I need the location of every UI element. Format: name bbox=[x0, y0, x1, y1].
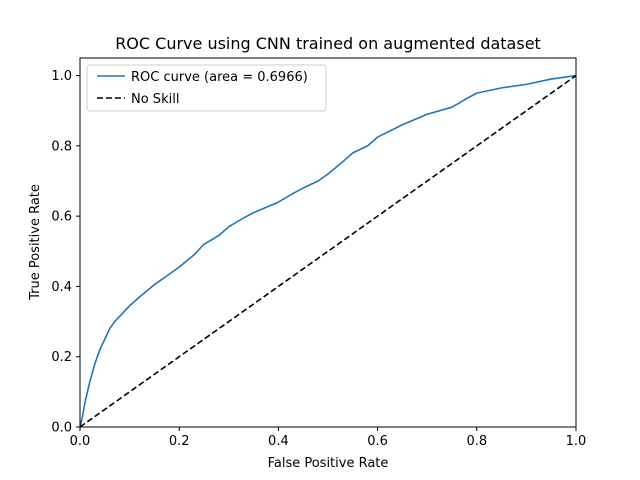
axis-ticks: 0.0 0.2 0.4 0.6 0.8 1.0 0.0 0.2 0.4 0.6 0.8 1.0 bbox=[51, 69, 586, 449]
plot-area bbox=[79, 57, 577, 428]
y-tick-label: 0.6 bbox=[51, 210, 72, 225]
x-tick-label: 0.2 bbox=[169, 434, 190, 449]
legend-box bbox=[86, 64, 327, 112]
x-tick-label: 0.4 bbox=[268, 434, 289, 449]
y-axis-label: True Positive Rate bbox=[28, 184, 43, 301]
chart-title: ROC Curve using CNN trained on augmented… bbox=[115, 34, 541, 53]
legend-label-1: No Skill bbox=[131, 92, 179, 107]
x-tick-label: 0.8 bbox=[466, 434, 487, 449]
y-tick-label: 1.0 bbox=[51, 69, 72, 84]
x-tick-label: 0.0 bbox=[70, 434, 91, 449]
y-tick-label: 0.4 bbox=[51, 280, 72, 295]
y-tick-label: 0.8 bbox=[51, 139, 72, 154]
x-tick-label: 0.6 bbox=[367, 434, 388, 449]
y-tick-label: 0.0 bbox=[51, 421, 72, 436]
y-tick-label: 0.2 bbox=[51, 350, 72, 365]
axes-frame bbox=[79, 57, 577, 428]
series-line-1 bbox=[79, 74, 577, 428]
legend-label-0: ROC curve (area = 0.6966) bbox=[131, 70, 308, 85]
legend: ROC curve (area = 0.6966) No Skill bbox=[86, 64, 327, 112]
x-axis-label: False Positive Rate bbox=[268, 456, 389, 471]
x-tick-label: 1.0 bbox=[566, 434, 587, 449]
series-line-0 bbox=[79, 74, 577, 428]
